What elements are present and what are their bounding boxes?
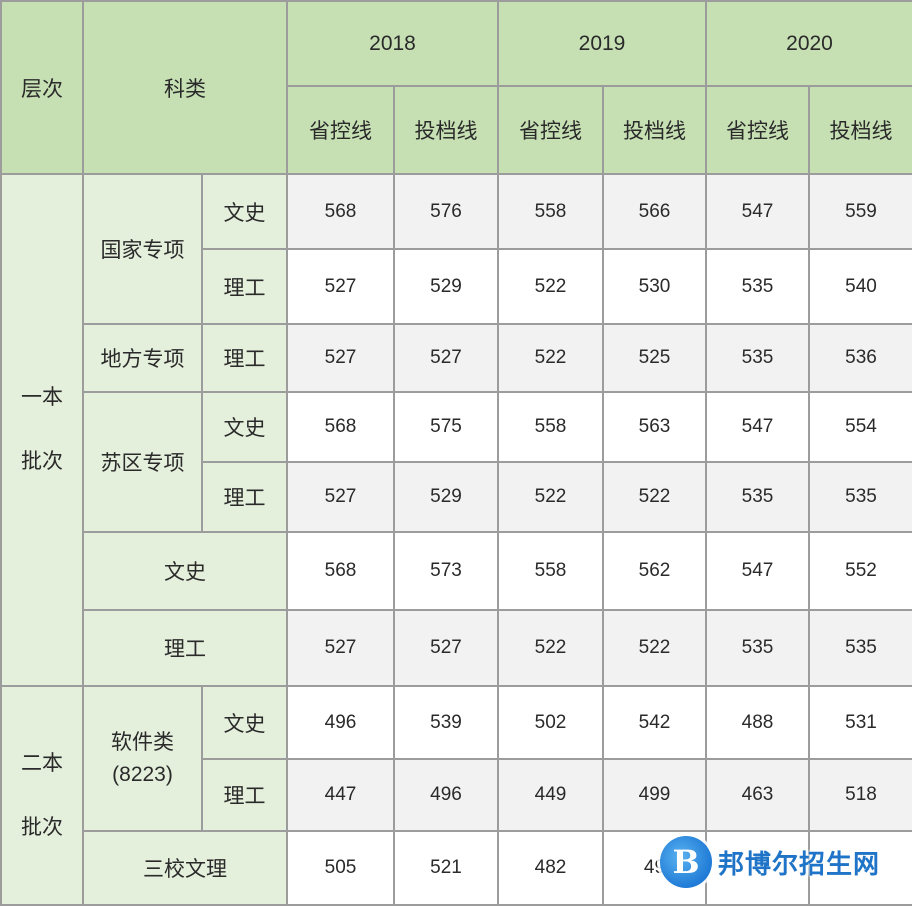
table-cell: 522 — [602, 609, 707, 687]
table-cell: 573 — [393, 531, 499, 611]
level-second-label-2: 批次 — [21, 815, 63, 839]
table-cell: 529 — [393, 248, 499, 325]
group-software: 软件类 (8223) — [82, 685, 203, 832]
table-cell: 535 — [705, 609, 810, 687]
table-cell: 518 — [808, 758, 912, 832]
header-year-2019: 2019 — [497, 0, 707, 87]
table-cell: 558 — [497, 173, 604, 250]
table-cell: 540 — [808, 248, 912, 325]
table-cell: 499 — [602, 758, 707, 832]
level-second-label-1: 二本 — [21, 751, 63, 775]
table-cell: 558 — [497, 531, 604, 611]
table-cell: 566 — [602, 173, 707, 250]
table-cell: 554 — [808, 391, 912, 463]
table-cell: 522 — [497, 461, 604, 533]
subject-ligong: 理工 — [201, 323, 288, 393]
subject-ligong: 理工 — [201, 461, 288, 533]
subject-ligong: 理工 — [201, 248, 288, 325]
table-cell: 502 — [497, 685, 604, 760]
table-cell: 449 — [497, 758, 604, 832]
table-cell: 568 — [286, 391, 395, 463]
table-cell: 547 — [705, 531, 810, 611]
header-category: 科类 — [82, 0, 288, 175]
table-cell: 535 — [808, 461, 912, 533]
table-cell: 488 — [705, 685, 810, 760]
group-software-label: 软件类 — [111, 730, 174, 754]
table-cell: 527 — [286, 248, 395, 325]
group-suqu: 苏区专项 — [82, 391, 203, 533]
group-ligong: 理工 — [82, 609, 288, 687]
level-first-label-1: 一本 — [21, 386, 63, 409]
group-local: 地方专项 — [82, 323, 203, 393]
table-cell: 447 — [286, 758, 395, 832]
table-cell: 522 — [497, 248, 604, 325]
header-provincial-2019: 省控线 — [497, 85, 604, 175]
table-cell: 505 — [286, 830, 395, 906]
table-cell: 527 — [393, 323, 499, 393]
table-cell: 535 — [705, 461, 810, 533]
subject-wenshi: 文史 — [201, 685, 288, 760]
group-national: 国家专项 — [82, 173, 203, 325]
header-provincial-2018: 省控线 — [286, 85, 395, 175]
header-admission-2020: 投档线 — [808, 85, 912, 175]
header-year-2020: 2020 — [705, 0, 912, 87]
table-cell: 559 — [808, 173, 912, 250]
table-cell: 576 — [393, 173, 499, 250]
table-cell: 529 — [393, 461, 499, 533]
table-cell: 521 — [393, 830, 499, 906]
table-cell: 463 — [705, 758, 810, 832]
table-cell: 542 — [602, 685, 707, 760]
subject-wenshi: 文史 — [201, 391, 288, 463]
table-cell: 563 — [602, 391, 707, 463]
table-cell: 527 — [286, 323, 395, 393]
table-cell: 568 — [286, 531, 395, 611]
table-cell: 496 — [286, 685, 395, 760]
table-cell: 522 — [497, 323, 604, 393]
table-cell: 522 — [602, 461, 707, 533]
header-admission-2018: 投档线 — [393, 85, 499, 175]
header-year-2018: 2018 — [286, 0, 499, 87]
table-cell: 525 — [602, 323, 707, 393]
subject-ligong: 理工 — [201, 758, 288, 832]
header-level: 层次 — [0, 0, 84, 175]
table-cell: 482 — [497, 830, 604, 906]
group-wenshi: 文史 — [82, 531, 288, 611]
table-cell: 496 — [393, 758, 499, 832]
table-cell: 552 — [808, 531, 912, 611]
group-software-code: (8223) — [112, 762, 173, 786]
table-cell: 539 — [393, 685, 499, 760]
header-provincial-2020: 省控线 — [705, 85, 810, 175]
table-cell: 535 — [705, 323, 810, 393]
level-first-batch: 一本 批次 — [0, 173, 84, 687]
table-cell — [808, 830, 912, 906]
table-cell: 527 — [393, 609, 499, 687]
table-cell: 536 — [808, 323, 912, 393]
level-second-batch: 二本 批次 — [0, 685, 84, 906]
table-cell: 527 — [286, 461, 395, 533]
table-cell: 562 — [602, 531, 707, 611]
table-cell: 527 — [286, 609, 395, 687]
table-cell: 568 — [286, 173, 395, 250]
table-cell: 575 — [393, 391, 499, 463]
level-first-label-2: 批次 — [21, 450, 63, 473]
header-admission-2019: 投档线 — [602, 85, 707, 175]
table-cell: 547 — [705, 173, 810, 250]
table-cell: 558 — [497, 391, 604, 463]
subject-wenshi: 文史 — [201, 173, 288, 250]
table-cell: 535 — [705, 248, 810, 325]
table-cell: 531 — [808, 685, 912, 760]
table-cell — [705, 830, 810, 906]
table-cell: 530 — [602, 248, 707, 325]
table-cell: 535 — [808, 609, 912, 687]
group-sanxiao: 三校文理 — [82, 830, 288, 906]
table-cell: 522 — [497, 609, 604, 687]
table-cell: 547 — [705, 391, 810, 463]
table-cell: 49 — [602, 830, 707, 906]
